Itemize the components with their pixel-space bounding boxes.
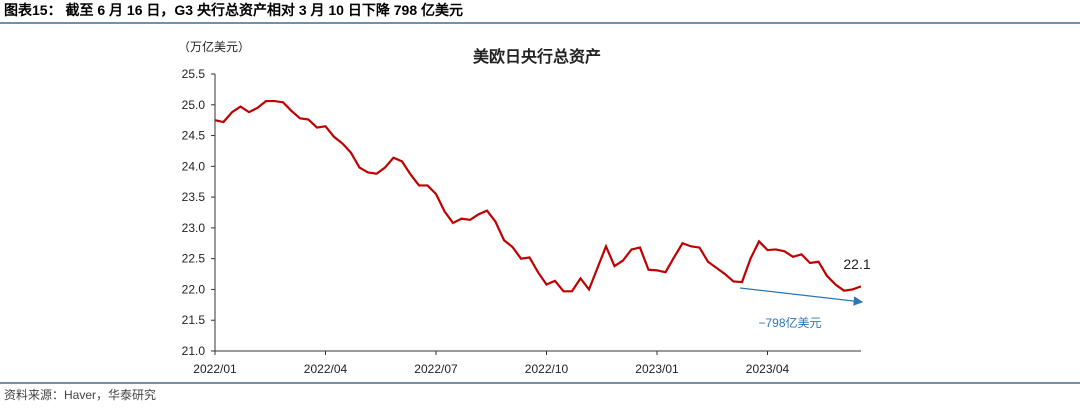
line-series [214, 99, 862, 293]
page-title: 图表15： 截至 6 月 16 日，G3 央行总资产相对 3 月 10 日下降 … [4, 2, 463, 18]
end-label: 22.1 [843, 256, 870, 272]
y-tick-label: 22.0 [182, 282, 206, 296]
x-tick-label: 2023/01 [635, 362, 679, 376]
x-tick-label: 2022/10 [525, 362, 569, 376]
y-tick-label: 21.5 [182, 313, 206, 327]
annotation: −798亿美元 [758, 315, 821, 330]
y-tick-label: 25.0 [182, 98, 206, 112]
x-tick-label: 2022/01 [193, 362, 237, 376]
y-tick-label: 23.0 [182, 221, 206, 235]
x-tick-label: 2022/04 [304, 362, 348, 376]
x-tick-label: 2023/04 [746, 362, 790, 376]
y-tick-label: 24.0 [182, 159, 206, 173]
x-tick-label: 2022/07 [414, 362, 458, 376]
chart-title: 美欧日央行总资产 [473, 47, 601, 66]
source: 资料来源：Haver，华泰研究 [4, 387, 156, 402]
trend-arrow [739, 287, 864, 306]
y-tick-label: 24.5 [182, 129, 206, 143]
y-axis-label: （万亿美元） [178, 39, 250, 54]
y-tick-label: 21.0 [182, 344, 206, 358]
y-tick-label: 22.5 [182, 252, 206, 266]
y-tick-label: 25.5 [182, 67, 206, 81]
y-tick-label: 23.5 [182, 190, 206, 204]
